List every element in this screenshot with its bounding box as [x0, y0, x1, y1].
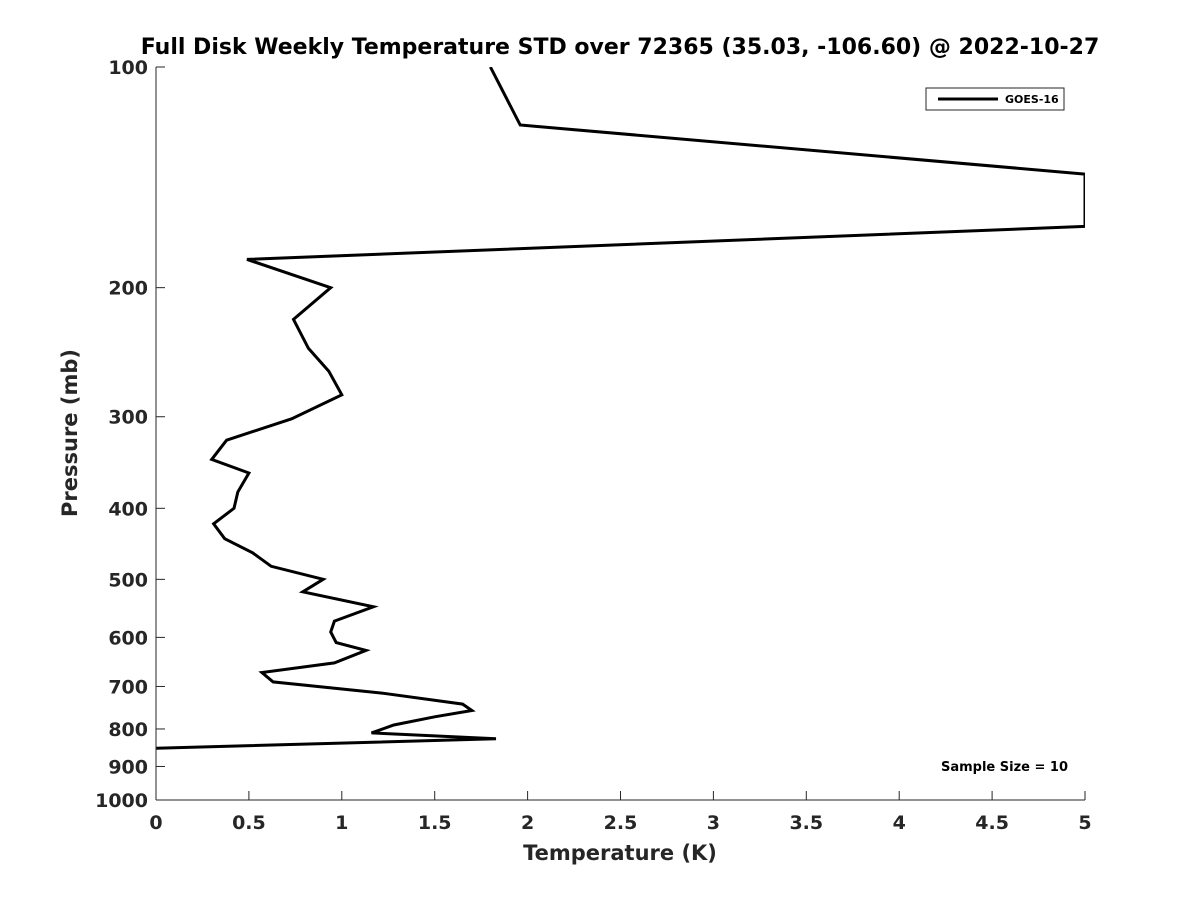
y-tick-label: 300 [108, 407, 148, 429]
x-tick-label: 2 [521, 812, 534, 834]
x-tick-label: 1.5 [418, 812, 452, 834]
y-tick-label: 500 [108, 569, 148, 591]
x-axis-label: Temperature (K) [523, 841, 717, 865]
y-axis-label: Pressure (mb) [58, 349, 82, 517]
y-tick-label: 100 [108, 57, 148, 79]
x-tick-label: 0 [149, 812, 162, 834]
y-tick-label: 200 [108, 278, 148, 300]
y-tick-label: 900 [108, 756, 148, 778]
x-tick-label: 2.5 [604, 812, 638, 834]
x-tick-label: 5 [1078, 812, 1091, 834]
x-tick-label: 3.5 [789, 812, 823, 834]
axes: 0 0.5 1 1.5 2 2.5 3 3.5 4 4.5 5 100 200 300 400 500 600 7… [95, 57, 1092, 834]
x-tick-label: 1 [335, 812, 348, 834]
x-tick-label: 4 [893, 812, 906, 834]
chart-title: Full Disk Weekly Temperature STD over 72… [141, 35, 1100, 60]
y-tick-label: 1000 [95, 790, 148, 812]
x-tick-label: 3 [707, 812, 720, 834]
plot-area [156, 67, 1085, 750]
y-tick-label: 600 [108, 627, 148, 649]
legend: GOES-16 [925, 87, 1065, 111]
y-tick-label: 700 [108, 676, 148, 698]
y-tick-label: 400 [108, 498, 148, 520]
x-tick-label: 4.5 [975, 812, 1009, 834]
y-tick-label: 800 [108, 719, 148, 741]
series-line-goes-16 [156, 67, 1085, 750]
legend-label: GOES-16 [1005, 93, 1059, 106]
sample-size-annotation: Sample Size = 10 [941, 760, 1068, 775]
x-tick-label: 0.5 [232, 812, 266, 834]
